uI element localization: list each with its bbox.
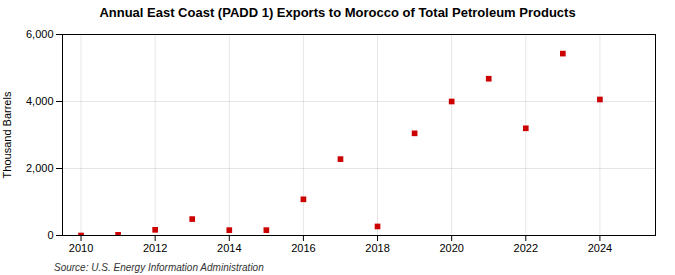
svg-text:2014: 2014 [217, 242, 241, 254]
svg-text:6,000: 6,000 [26, 28, 54, 40]
svg-text:0: 0 [47, 229, 53, 241]
svg-text:2024: 2024 [588, 242, 612, 254]
svg-text:2022: 2022 [514, 242, 538, 254]
svg-text:4,000: 4,000 [26, 95, 54, 107]
html-text:Annual East Coast (PADD 1) Exp: Annual East Coast (PADD 1) Exports to Mo… [99, 5, 576, 20]
svg-text:2020: 2020 [439, 242, 463, 254]
svg-text:2012: 2012 [143, 242, 167, 254]
svg-text:2018: 2018 [365, 242, 389, 254]
svg-text:2010: 2010 [69, 242, 93, 254]
svg-text:2,000: 2,000 [26, 162, 54, 174]
svg-text:2016: 2016 [291, 242, 315, 254]
html-text:Source: U.S. Energy Informatio: Source: U.S. Energy Information Administ… [54, 262, 264, 273]
svg-text:Thousand Barrels: Thousand Barrels [1, 91, 13, 178]
